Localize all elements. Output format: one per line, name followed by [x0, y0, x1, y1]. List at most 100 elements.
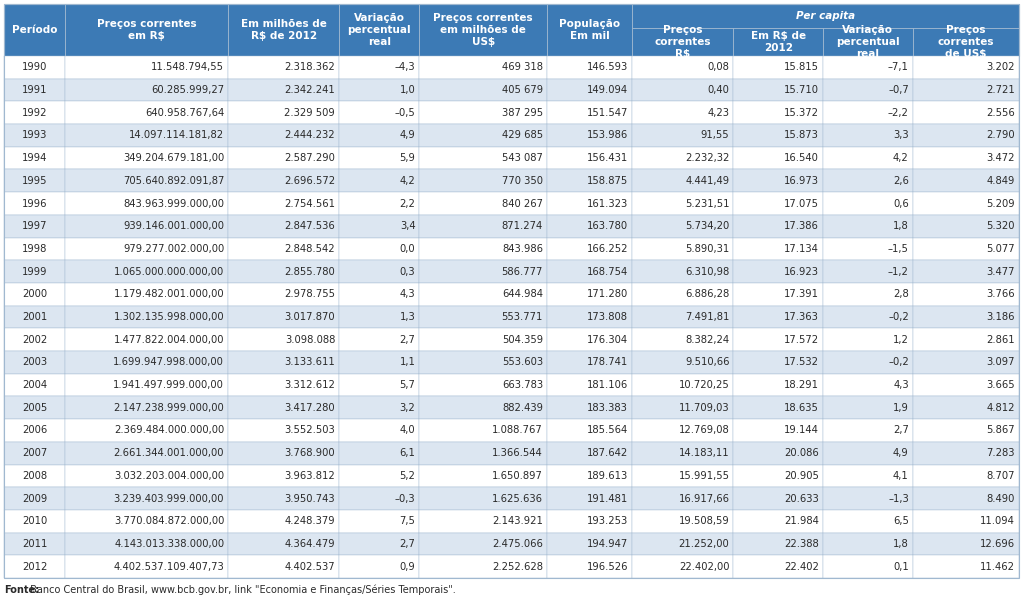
Bar	[547, 192, 632, 215]
Bar	[733, 555, 824, 578]
Text: 1991: 1991	[21, 85, 47, 95]
Bar	[824, 397, 913, 419]
Text: 153.986: 153.986	[586, 131, 628, 140]
Text: 1,8: 1,8	[893, 221, 908, 231]
Text: 4,0: 4,0	[400, 426, 415, 435]
Bar	[547, 442, 632, 465]
Bar	[733, 351, 824, 374]
Bar	[632, 374, 733, 397]
Bar	[547, 124, 632, 147]
Bar	[228, 533, 340, 555]
Text: 1.302.135.998.000,00: 1.302.135.998.000,00	[114, 312, 224, 322]
Bar	[340, 101, 419, 124]
Text: 3,3: 3,3	[893, 131, 908, 140]
Text: –0,7: –0,7	[888, 85, 908, 95]
Text: 2.143.921: 2.143.921	[492, 517, 543, 526]
Text: 2.847.536: 2.847.536	[284, 221, 336, 231]
Bar	[65, 374, 228, 397]
Bar	[340, 238, 419, 260]
Bar	[913, 124, 1019, 147]
Text: 843.986: 843.986	[502, 244, 543, 254]
Text: 3.133.611: 3.133.611	[284, 358, 336, 367]
Text: 146.593: 146.593	[586, 63, 628, 72]
Text: 705.640.892.091,87: 705.640.892.091,87	[123, 176, 224, 186]
Text: 183.383: 183.383	[587, 403, 628, 413]
Text: 4,9: 4,9	[400, 131, 415, 140]
Text: 0,08: 0,08	[708, 63, 729, 72]
Bar	[547, 101, 632, 124]
Text: 1,0: 1,0	[400, 85, 415, 95]
Text: 22.402: 22.402	[785, 562, 819, 572]
Bar	[4, 283, 65, 306]
Text: 3.766: 3.766	[986, 290, 1015, 299]
Bar	[824, 56, 913, 79]
Text: 2,8: 2,8	[893, 290, 908, 299]
Bar	[65, 147, 228, 170]
Bar	[547, 555, 632, 578]
Bar	[4, 328, 65, 351]
Bar	[340, 487, 419, 510]
Text: 5.209: 5.209	[986, 199, 1015, 208]
Bar	[65, 283, 228, 306]
Text: 1993: 1993	[23, 131, 47, 140]
Bar	[4, 487, 65, 510]
Text: 189.613: 189.613	[586, 471, 628, 481]
Text: 2.329 509: 2.329 509	[284, 108, 336, 118]
Bar	[733, 238, 824, 260]
Text: 12.696: 12.696	[980, 539, 1015, 549]
Bar	[228, 374, 340, 397]
Text: 5,7: 5,7	[400, 380, 415, 390]
Text: Per capita: Per capita	[796, 11, 855, 21]
Bar	[4, 465, 65, 487]
Bar	[824, 215, 913, 238]
Text: 2010: 2010	[23, 517, 47, 526]
Text: 2.318.362: 2.318.362	[284, 63, 336, 72]
Bar	[228, 555, 340, 578]
Text: 173.808: 173.808	[587, 312, 628, 322]
Bar	[419, 238, 547, 260]
Text: –0,3: –0,3	[395, 494, 415, 503]
Bar	[65, 79, 228, 101]
Text: 7,5: 7,5	[400, 517, 415, 526]
Bar	[4, 192, 65, 215]
Text: 2012: 2012	[23, 562, 47, 572]
Text: 3,2: 3,2	[400, 403, 415, 413]
Bar	[913, 465, 1019, 487]
Bar	[228, 101, 340, 124]
Bar	[419, 419, 547, 442]
Text: 843.963.999.000,00: 843.963.999.000,00	[123, 199, 224, 208]
Text: 349.204.679.181,00: 349.204.679.181,00	[123, 153, 224, 163]
Text: 2.556: 2.556	[986, 108, 1015, 118]
Bar	[632, 442, 733, 465]
Text: 4.849: 4.849	[986, 176, 1015, 186]
Text: 1995: 1995	[21, 176, 47, 186]
Text: 17.075: 17.075	[784, 199, 819, 208]
Text: 1,2: 1,2	[893, 335, 908, 345]
Text: 7.491,81: 7.491,81	[685, 312, 729, 322]
Text: 15.815: 15.815	[784, 63, 819, 72]
Text: 17.572: 17.572	[784, 335, 819, 345]
Bar	[419, 56, 547, 79]
Text: 5.734,20: 5.734,20	[685, 221, 729, 231]
Text: Em R$ de
2012: Em R$ de 2012	[751, 31, 806, 53]
Text: 11.094: 11.094	[980, 517, 1015, 526]
Text: 840 267: 840 267	[502, 199, 543, 208]
Bar	[419, 555, 547, 578]
Bar	[632, 124, 733, 147]
Text: 2004: 2004	[23, 380, 47, 390]
Text: 5.077: 5.077	[986, 244, 1015, 254]
Text: 3,4: 3,4	[400, 221, 415, 231]
Bar	[632, 465, 733, 487]
Text: 12.769,08: 12.769,08	[678, 426, 729, 435]
Text: 2.587.290: 2.587.290	[284, 153, 336, 163]
Text: 15.710: 15.710	[784, 85, 819, 95]
Bar	[733, 465, 824, 487]
Bar	[632, 260, 733, 283]
Text: 2005: 2005	[23, 403, 47, 413]
Text: 0,40: 0,40	[708, 85, 729, 95]
Bar	[913, 170, 1019, 192]
Text: 3.477: 3.477	[986, 267, 1015, 276]
Bar	[913, 510, 1019, 533]
Bar	[913, 215, 1019, 238]
Bar	[632, 101, 733, 124]
